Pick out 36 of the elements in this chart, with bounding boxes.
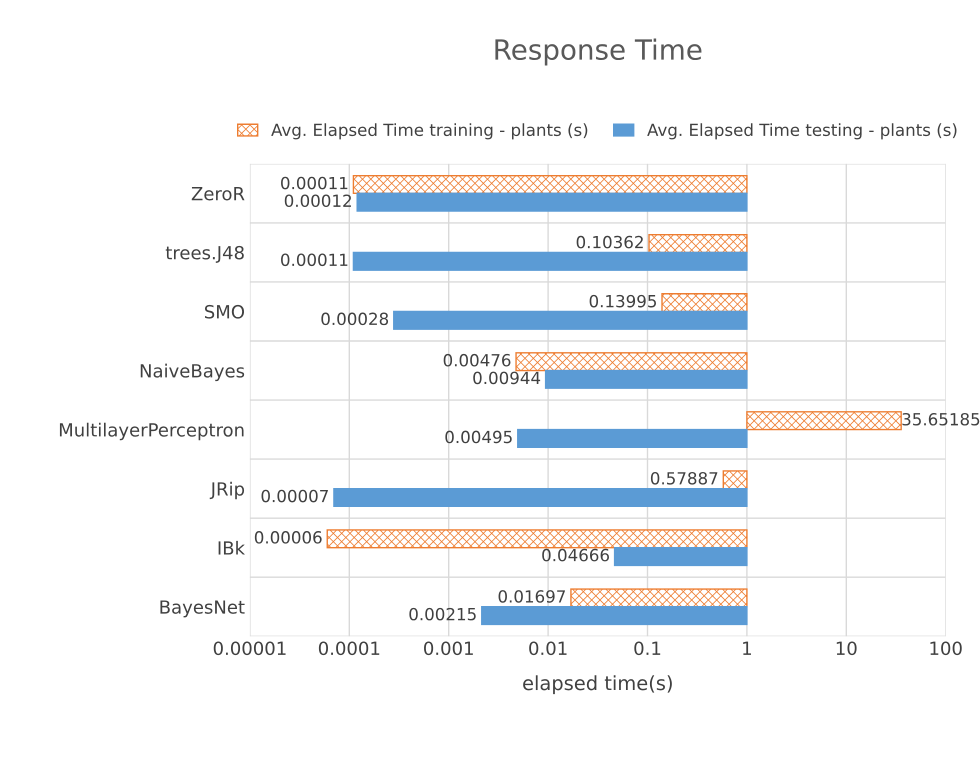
legend-label: Avg. Elapsed Time testing - plants (s) bbox=[647, 123, 956, 140]
y-tick-label: BayesNet bbox=[160, 600, 245, 618]
x-tick-label: 0.00001 bbox=[214, 641, 286, 656]
data-label: 0.57887 bbox=[650, 472, 718, 485]
data-label: 0.04666 bbox=[542, 548, 609, 562]
x-tick-label: 0.001 bbox=[424, 641, 473, 656]
y-tick-label: ZeroR bbox=[192, 187, 245, 200]
data-label: 0.00476 bbox=[444, 354, 510, 366]
data-label: 0.00007 bbox=[262, 490, 328, 502]
y-tick-label: MultilayerPerceptron bbox=[60, 422, 244, 440]
x-axis-title: elapsed time(s) bbox=[523, 675, 672, 694]
data-label: 0.00028 bbox=[321, 312, 388, 326]
chart-title: Response Time bbox=[495, 38, 702, 66]
x-tick-label: 0.1 bbox=[634, 641, 660, 656]
data-label: 0.13995 bbox=[590, 294, 656, 308]
data-label: 0.00215 bbox=[409, 608, 476, 620]
y-tick-label: SMO bbox=[204, 304, 244, 319]
data-label: 0.00495 bbox=[445, 430, 512, 444]
x-tick-label: 100 bbox=[930, 641, 962, 656]
y-tick-label: NaiveBayes bbox=[140, 364, 244, 382]
data-label: 0.00944 bbox=[473, 372, 540, 384]
x-tick-label: 1 bbox=[743, 642, 751, 655]
x-tick-label: 0.0001 bbox=[318, 641, 380, 656]
y-tick-label: IBk bbox=[218, 540, 245, 555]
data-label: 0.10362 bbox=[576, 236, 643, 248]
data-label: 0.00006 bbox=[254, 531, 322, 544]
data-label: 0.00011 bbox=[281, 176, 348, 190]
data-label: 0.00012 bbox=[284, 194, 351, 208]
y-tick-label: JRip bbox=[210, 482, 244, 500]
data-label: 35.65185 bbox=[902, 412, 980, 426]
x-tick-label: 0.01 bbox=[529, 641, 567, 656]
x-tick-label: 10 bbox=[836, 641, 857, 656]
y-tick-label: trees.J48 bbox=[166, 246, 244, 263]
data-label: 0.01697 bbox=[498, 590, 565, 603]
data-label: 0.00011 bbox=[281, 254, 348, 266]
legend-label: Avg. Elapsed Time training - plants (s) bbox=[271, 123, 588, 140]
